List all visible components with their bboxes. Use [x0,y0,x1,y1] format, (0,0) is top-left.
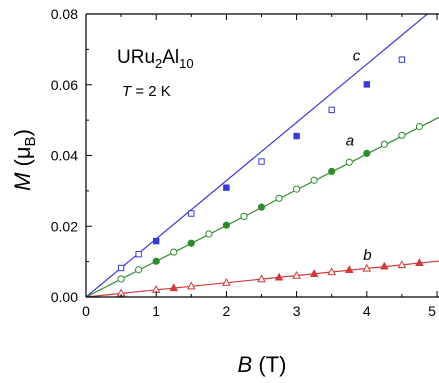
point-a-filled [187,239,195,247]
compound-label: URu2Al10 [117,47,194,71]
x-tick-label: 0 [82,303,90,319]
point-c-open [188,210,195,217]
point-a-open [117,275,125,283]
point-a-open [170,248,178,256]
point-b-filled [274,272,284,281]
x-tick-label: 3 [293,303,301,319]
x-tick-label: 5 [428,303,436,319]
point-a-open [380,140,388,148]
x-tick-label: 1 [152,303,160,319]
point-b-filled [380,261,389,270]
point-a-open [310,176,318,184]
point-a-filled [257,203,266,211]
point-c-open [117,264,125,272]
ticks: 0 1 2 3 4 5 0.00 0.02 0.04 0.06 0.08 [51,6,438,319]
point-b-filled [309,269,319,277]
series-label-c: c [353,48,361,65]
point-b-open [292,270,301,279]
point-a-open [135,266,143,274]
point-b-open [186,281,196,290]
x-tick-label: 4 [363,303,371,319]
point-b-filled [415,258,424,266]
point-c-filled [153,237,160,245]
point-a-filled [363,149,371,157]
point-b-open [327,267,337,276]
series-label-a: a [346,133,354,150]
point-c-open [135,250,142,258]
point-c-filled [293,132,300,140]
x-tick-label: 2 [223,303,231,319]
series-label-b: b [363,247,371,264]
point-c-open [328,106,335,114]
point-a-open [345,158,353,166]
point-a-open [275,194,283,202]
point-a-open [415,122,424,131]
point-a-open [205,230,213,238]
point-a-filled [328,167,336,176]
y-tick-label: 0.08 [51,6,78,22]
point-b-open [222,277,231,286]
x-axis-label: B (T) [238,352,287,377]
point-a-open [398,131,406,139]
y-axis-label: M (μB) [10,129,39,191]
point-c-filled [363,81,371,88]
y-tick-label: 0.06 [51,77,78,93]
point-c-filled [223,184,230,191]
point-a-filled [152,257,160,265]
y-tick-label: 0.04 [51,148,78,164]
point-a-open [240,212,248,220]
point-a-filled [222,221,230,229]
y-tick-label: 0.02 [51,218,78,234]
fit-line-c [86,14,429,297]
point-b-open [397,260,407,269]
point-c-open [258,158,265,165]
point-a-open [293,185,301,193]
point-b-open [362,263,372,272]
point-c-open [398,56,406,63]
point-b-open [257,274,266,283]
y-tick-label: 0.00 [51,289,78,305]
data-points [116,56,424,297]
point-b-filled [344,265,354,274]
point-b-filled [169,283,179,292]
temperature-label: T = 2 K [122,83,171,100]
